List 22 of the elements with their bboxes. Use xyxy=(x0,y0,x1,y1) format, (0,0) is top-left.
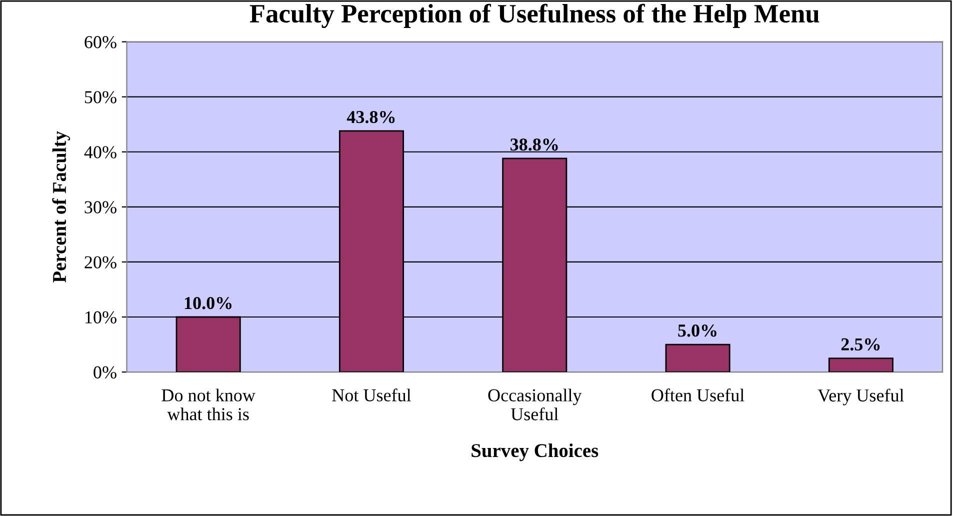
bar xyxy=(665,344,730,372)
x-tick-label: Very Useful xyxy=(818,388,904,406)
chart-title: Faculty Perception of Usefulness of the Help Menu xyxy=(250,4,820,28)
y-tick-label: 60% xyxy=(84,36,116,48)
x-axis-title: Survey Choices xyxy=(472,443,598,462)
data-label: 5.0% xyxy=(678,324,716,337)
data-label: 38.8% xyxy=(510,138,558,151)
x-tick-label: Often Useful xyxy=(652,388,744,402)
y-tick-label: 0% xyxy=(94,366,116,379)
x-tick-label: Occasionally Useful xyxy=(488,388,582,420)
data-label: 10.0% xyxy=(184,296,232,310)
y-tick-label: 40% xyxy=(84,146,116,158)
y-tick-label: 10% xyxy=(86,311,116,324)
y-tick-label: 30% xyxy=(84,201,116,214)
x-tick-label: Not Useful xyxy=(332,388,411,402)
data-label: 2.5% xyxy=(841,338,880,351)
y-tick-label: 20% xyxy=(84,256,116,268)
bar xyxy=(828,358,894,372)
data-label: 43.8% xyxy=(346,110,395,124)
y-axis-title: Percent of Faculty xyxy=(52,131,70,283)
y-tick-label: 50% xyxy=(84,91,116,104)
x-tick-label: Do not know what this is xyxy=(162,388,256,420)
